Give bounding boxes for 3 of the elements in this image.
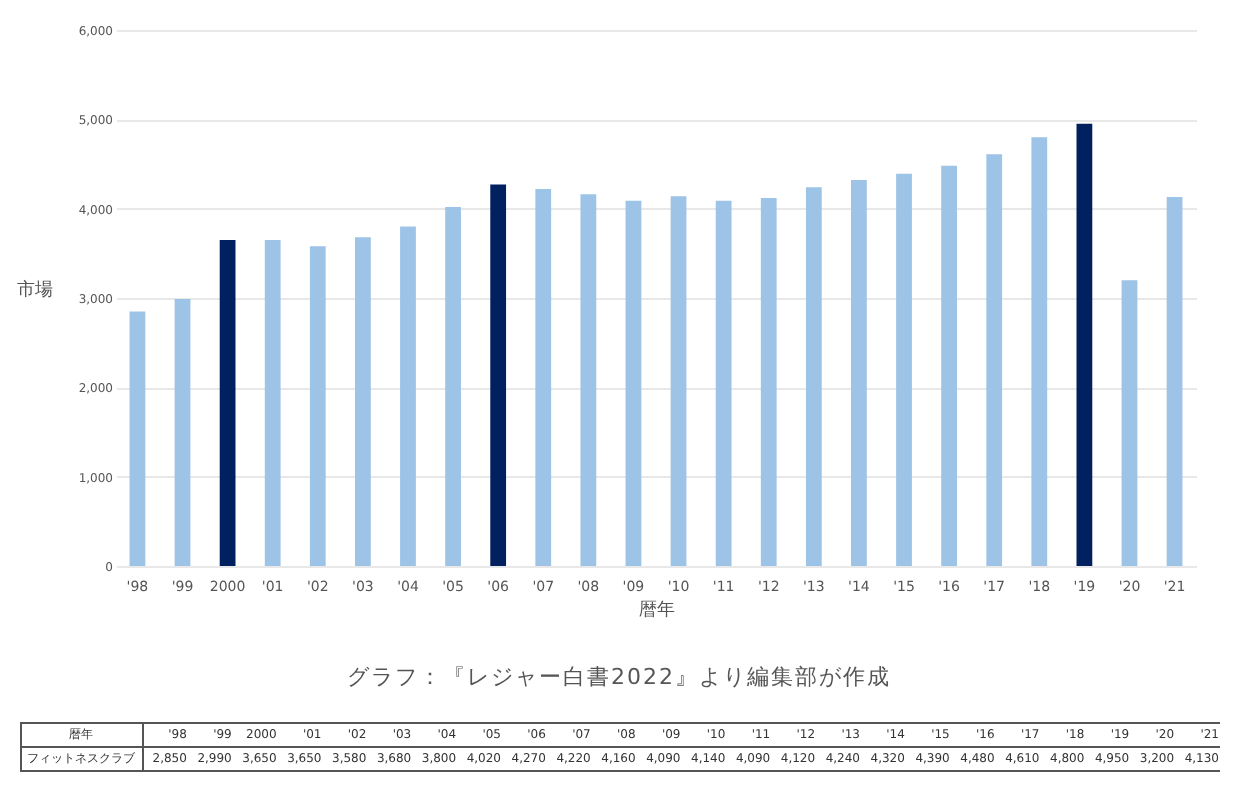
text: グラフ：『レジャー白書2022』より編集部が作成 <box>345 662 893 694</box>
x-axis-title: 暦年 <box>639 599 675 621</box>
y-axis-title: 市場 <box>17 279 53 301</box>
